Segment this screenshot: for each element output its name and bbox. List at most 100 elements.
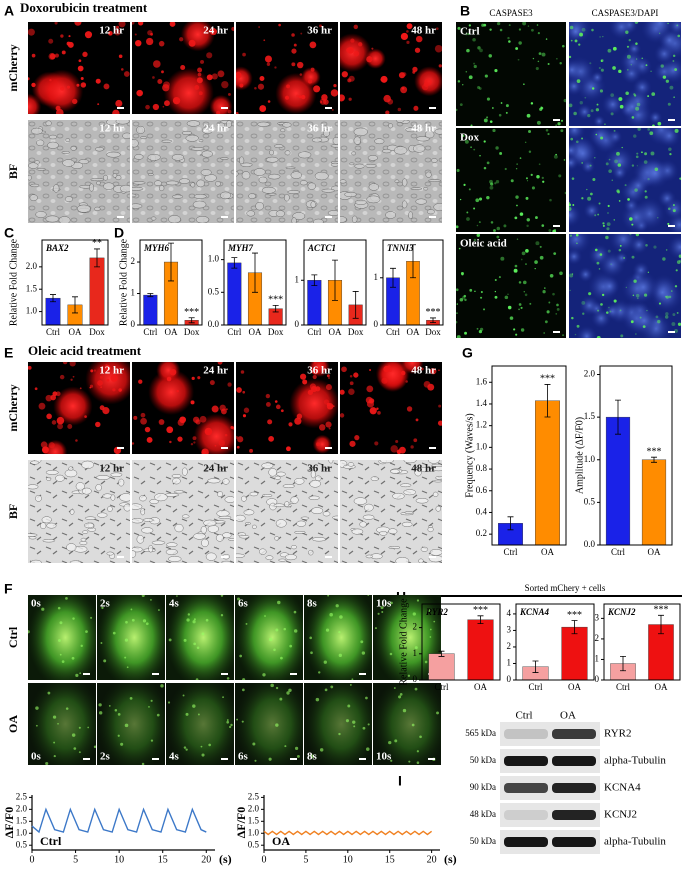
cell bbox=[261, 494, 273, 498]
cell bbox=[412, 66, 418, 72]
panel-label: C bbox=[4, 225, 14, 241]
cell bbox=[261, 462, 274, 469]
cell bbox=[285, 95, 290, 100]
cell bbox=[90, 369, 94, 373]
signal bbox=[635, 106, 640, 111]
signal bbox=[576, 242, 578, 244]
cell bbox=[133, 415, 138, 420]
signal bbox=[631, 116, 635, 119]
cell bbox=[284, 150, 291, 156]
cell bbox=[291, 217, 297, 223]
error-bar bbox=[390, 267, 396, 288]
signal bbox=[112, 631, 116, 635]
signal bbox=[627, 69, 629, 71]
error-bar bbox=[507, 516, 514, 531]
cell bbox=[171, 154, 185, 161]
micrograph bbox=[132, 22, 234, 114]
signal bbox=[323, 660, 327, 664]
signal bbox=[676, 312, 679, 314]
signal bbox=[462, 84, 464, 86]
signal bbox=[196, 646, 200, 650]
signal bbox=[570, 39, 573, 42]
cell bbox=[173, 490, 185, 494]
cell bbox=[348, 388, 355, 395]
cell bbox=[259, 548, 267, 555]
error-bar bbox=[620, 655, 626, 672]
cell bbox=[325, 384, 332, 391]
row-label: Ctrl bbox=[6, 626, 20, 648]
cell bbox=[28, 28, 35, 36]
micrograph bbox=[28, 120, 130, 223]
signal bbox=[483, 140, 486, 143]
x-tick-label: 20 bbox=[201, 854, 211, 865]
signal bbox=[408, 760, 411, 763]
cell bbox=[353, 24, 359, 30]
signal bbox=[352, 720, 356, 724]
cell bbox=[80, 537, 87, 542]
cell bbox=[136, 125, 145, 135]
signal bbox=[540, 106, 543, 109]
signal bbox=[390, 759, 393, 762]
signal bbox=[466, 48, 470, 53]
nucleus bbox=[569, 155, 579, 171]
signal bbox=[398, 695, 402, 699]
cell bbox=[415, 497, 429, 504]
signal bbox=[492, 128, 496, 133]
signal bbox=[671, 322, 676, 326]
y-tick-label: 2.0 bbox=[26, 261, 38, 271]
signal bbox=[476, 234, 481, 238]
x-tick-label: Ctrl bbox=[46, 327, 61, 337]
cell bbox=[115, 120, 130, 125]
cell-cluster bbox=[85, 362, 130, 405]
signal bbox=[59, 621, 63, 625]
cell bbox=[55, 474, 65, 482]
x-tick-label: OA bbox=[165, 327, 178, 337]
signal bbox=[602, 222, 605, 225]
signal bbox=[525, 196, 529, 200]
scale-bar bbox=[429, 107, 436, 109]
cell bbox=[351, 215, 358, 223]
signal bbox=[581, 137, 584, 140]
signal bbox=[494, 295, 498, 299]
signal bbox=[510, 179, 514, 183]
cell bbox=[246, 210, 256, 217]
blot-band bbox=[504, 756, 548, 766]
signal bbox=[669, 85, 674, 90]
cell bbox=[394, 179, 400, 183]
cell bbox=[69, 560, 82, 563]
signal bbox=[544, 287, 546, 289]
signal bbox=[367, 723, 370, 726]
signal bbox=[527, 25, 530, 27]
bar bbox=[143, 294, 158, 326]
cell bbox=[228, 538, 234, 541]
signal bbox=[496, 226, 501, 231]
blot-band bbox=[552, 756, 596, 766]
signal bbox=[220, 614, 224, 617]
signal bbox=[617, 190, 620, 194]
y-tick-label: 0.2 bbox=[476, 528, 487, 538]
cell bbox=[415, 198, 427, 205]
time-label: 10s bbox=[376, 751, 392, 763]
cell bbox=[103, 182, 115, 190]
signal bbox=[473, 64, 477, 69]
signal bbox=[473, 238, 477, 242]
cell bbox=[387, 367, 393, 373]
x-tick-label: Dox bbox=[425, 327, 441, 337]
y-tick-label: 4 bbox=[507, 608, 512, 618]
scale-bar bbox=[221, 556, 228, 558]
cell bbox=[236, 171, 239, 177]
signal bbox=[436, 711, 439, 715]
cell bbox=[148, 544, 154, 553]
signal bbox=[575, 234, 579, 237]
cell bbox=[340, 216, 347, 223]
signal bbox=[416, 761, 420, 764]
cell bbox=[70, 378, 73, 381]
cell bbox=[28, 484, 39, 490]
blot-band bbox=[552, 783, 596, 793]
signal bbox=[101, 606, 104, 610]
y-tick-label: 0.5 bbox=[16, 839, 28, 849]
x-tick-label: OA bbox=[249, 327, 262, 337]
signal bbox=[553, 252, 557, 256]
y-tick-label: 0 bbox=[374, 319, 379, 329]
image-background bbox=[28, 460, 130, 563]
